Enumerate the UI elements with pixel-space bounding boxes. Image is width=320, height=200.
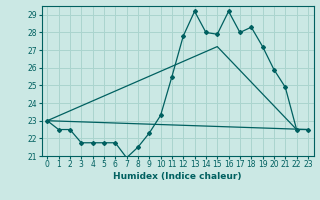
X-axis label: Humidex (Indice chaleur): Humidex (Indice chaleur)	[113, 172, 242, 181]
